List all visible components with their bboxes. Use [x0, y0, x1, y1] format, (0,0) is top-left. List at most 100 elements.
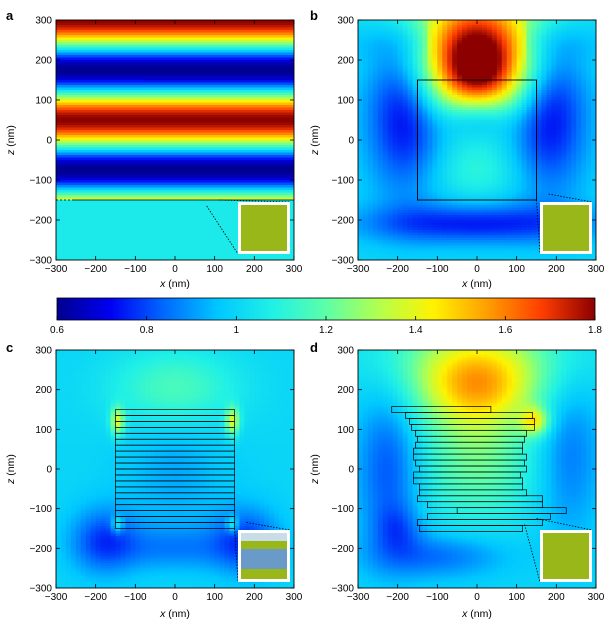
- heatmap-cell: [60, 540, 67, 544]
- heatmap-cell: [526, 35, 533, 39]
- heatmap-cell: [486, 242, 493, 246]
- heatmap-cell: [382, 187, 389, 191]
- heatmap-cell: [472, 122, 478, 126]
- heatmap-cell: [491, 57, 498, 61]
- heatmap-cell: [496, 22, 503, 26]
- heatmap-cell: [432, 210, 438, 214]
- heatmap-cell: [506, 167, 513, 171]
- heatmap-cell: [437, 207, 443, 211]
- heatmap-cell: [496, 140, 503, 144]
- heatmap-cell: [377, 150, 384, 154]
- heatmap-cell: [56, 580, 62, 584]
- heatmap-cell: [382, 60, 389, 64]
- heatmap-cell: [417, 180, 424, 184]
- heatmap-cell: [566, 40, 572, 44]
- heatmap-cell: [536, 255, 543, 259]
- heatmap-cell: [452, 77, 458, 81]
- heatmap-cell: [437, 132, 443, 136]
- heatmap-cell: [402, 220, 409, 224]
- heatmap-cell: [591, 202, 596, 206]
- heatmap-cell: [447, 225, 453, 229]
- heatmap-cell: [501, 112, 508, 116]
- heatmap-cell: [427, 165, 433, 169]
- heatmap-cell: [566, 197, 572, 201]
- heatmap-cell: [457, 65, 463, 69]
- heatmap-cell: [427, 22, 433, 26]
- heatmap-cell: [576, 57, 582, 61]
- heatmap-cell: [536, 235, 543, 239]
- heatmap-cell: [427, 80, 433, 84]
- heatmap-cell: [407, 107, 414, 111]
- heatmap-cell: [437, 237, 443, 241]
- heatmap-cell: [412, 35, 419, 39]
- heatmap-cell: [536, 107, 543, 111]
- heatmap-cell: [536, 92, 543, 96]
- heatmap-cell: [56, 100, 294, 104]
- heatmap-cell: [452, 157, 458, 161]
- heatmap-cell: [447, 182, 453, 186]
- heatmap-cell: [526, 20, 533, 24]
- heatmap-cell: [531, 110, 538, 114]
- heatmap-cell: [457, 235, 463, 239]
- heatmap-cell: [496, 37, 503, 41]
- heatmap-cell: [417, 225, 424, 229]
- heatmap-cell: [382, 140, 389, 144]
- heatmap-cell: [551, 70, 557, 74]
- heatmap-cell: [546, 80, 552, 84]
- heatmap-cell: [367, 187, 374, 191]
- heatmap-cell: [367, 257, 374, 260]
- heatmap-cell: [387, 137, 394, 141]
- heatmap-cell: [60, 513, 67, 517]
- heatmap-cell: [392, 222, 399, 226]
- heatmap-cell: [447, 200, 453, 204]
- heatmap-cell: [491, 237, 498, 241]
- heatmap-cell: [506, 117, 513, 121]
- heatmap-cell: [581, 92, 587, 96]
- heatmap-cell: [417, 55, 424, 59]
- heatmap-cell: [422, 50, 429, 54]
- heatmap-cell: [491, 35, 498, 39]
- heatmap-cell: [447, 170, 453, 174]
- heatmap-cell: [367, 165, 374, 169]
- heatmap-cell: [442, 117, 448, 121]
- heatmap-cell: [491, 135, 498, 139]
- heatmap-cell: [531, 247, 538, 251]
- heatmap-cell: [437, 35, 443, 39]
- heatmap-cell: [427, 115, 433, 119]
- heatmap-cell: [372, 237, 379, 241]
- heatmap-cell: [362, 172, 369, 176]
- heatmap-cell: [358, 62, 364, 66]
- heatmap-cell: [362, 170, 369, 174]
- heatmap-cell: [65, 555, 72, 559]
- heatmap-cell: [477, 42, 483, 46]
- heatmap-cell: [372, 95, 379, 99]
- heatmap-cell: [581, 142, 587, 146]
- heatmap-cell: [541, 45, 548, 49]
- heatmap-cell: [526, 72, 533, 76]
- heatmap-cell: [491, 157, 498, 161]
- heatmap-cell: [516, 97, 523, 101]
- heatmap-cell: [556, 32, 562, 36]
- heatmap-cell: [591, 160, 596, 164]
- heatmap-cell: [491, 42, 498, 46]
- heatmap-cell: [437, 185, 443, 189]
- heatmap-cell: [412, 37, 419, 41]
- heatmap-cell: [452, 215, 458, 219]
- heatmap-cell: [586, 170, 592, 174]
- heatmap-cell: [56, 560, 62, 564]
- heatmap-cell: [561, 160, 567, 164]
- heatmap-cell: [397, 107, 404, 111]
- heatmap-cell: [417, 247, 424, 251]
- heatmap-cell: [437, 225, 443, 229]
- heatmap-cell: [367, 137, 374, 141]
- heatmap-cell: [536, 70, 543, 74]
- heatmap-cell: [561, 112, 567, 116]
- heatmap-cell: [452, 200, 458, 204]
- heatmap-cell: [437, 212, 443, 216]
- heatmap-cell: [571, 90, 577, 94]
- heatmap-cell: [556, 72, 562, 76]
- heatmap-cell: [506, 95, 513, 99]
- heatmap-cell: [452, 247, 458, 251]
- heatmap-cell: [447, 30, 453, 34]
- heatmap-cell: [546, 67, 552, 71]
